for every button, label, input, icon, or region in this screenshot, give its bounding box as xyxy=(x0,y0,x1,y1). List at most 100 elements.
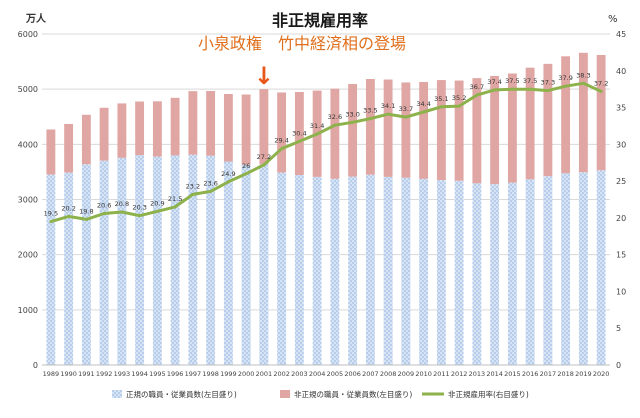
bar-regular xyxy=(490,184,500,365)
bar-regular xyxy=(188,154,198,365)
annotation-arrow-glyph: ↓ xyxy=(254,62,274,90)
rate-data-label: 37.9 xyxy=(558,74,572,82)
rate-point xyxy=(333,123,337,127)
bar-regular xyxy=(259,164,269,365)
bar-non-regular xyxy=(99,107,109,161)
left-tick-label: 3000 xyxy=(18,196,38,205)
right-tick-label: 40 xyxy=(616,67,626,76)
bar-non-regular xyxy=(46,129,56,175)
bar-regular xyxy=(472,183,482,365)
bar-non-regular xyxy=(561,56,571,174)
bar-regular xyxy=(383,176,393,365)
bar-regular xyxy=(46,174,56,365)
rate-point xyxy=(102,211,106,215)
rate-point xyxy=(280,147,284,151)
bar-non-regular xyxy=(117,103,127,158)
right-tick-label: 45 xyxy=(616,30,626,39)
rate-data-label: 24.9 xyxy=(221,170,235,178)
annotation-arrow: ↓ xyxy=(254,62,274,90)
x-tick-label: 1994 xyxy=(131,370,148,378)
rate-data-label: 20.6 xyxy=(97,201,111,209)
bar-regular xyxy=(206,155,216,365)
bar-non-regular xyxy=(64,123,74,173)
bar-regular xyxy=(81,164,91,365)
rate-point xyxy=(368,117,372,121)
x-tick-label: 2007 xyxy=(362,370,379,378)
x-tick-label: 2010 xyxy=(415,370,432,378)
rate-data-label: 37.3 xyxy=(541,79,555,87)
rate-data-label: 27.2 xyxy=(257,153,271,161)
rate-point xyxy=(191,192,195,196)
legend-label: 正規の職員・従業員数(左目盛り) xyxy=(126,389,237,399)
bar-regular xyxy=(135,155,145,365)
rate-point xyxy=(386,112,390,116)
x-tick-label: 2020 xyxy=(593,370,610,378)
rate-point xyxy=(173,205,177,209)
rate-point xyxy=(404,115,408,119)
rate-point xyxy=(49,220,53,224)
rate-point xyxy=(351,120,355,124)
bar-non-regular xyxy=(490,75,500,185)
right-tick-label: 0 xyxy=(616,361,621,370)
x-tick-label: 2000 xyxy=(238,370,255,378)
bar-regular xyxy=(277,172,287,365)
rate-data-label: 31.4 xyxy=(310,122,324,130)
rate-line xyxy=(50,81,602,224)
rate-point xyxy=(493,88,497,92)
bar-non-regular xyxy=(419,81,429,179)
rate-point xyxy=(599,89,603,93)
rate-data-label: 29.4 xyxy=(274,137,288,145)
x-tick-label: 1991 xyxy=(78,370,95,378)
bar-non-regular xyxy=(401,82,411,178)
right-tick-label: 15 xyxy=(616,251,626,260)
x-tick-label: 2003 xyxy=(291,370,308,378)
bar-regular xyxy=(99,160,109,365)
legend: 正規の職員・従業員数(左目盛り) 非正規の職員・従業員数(左目盛り) 非正規雇用率(… xyxy=(112,389,529,399)
x-tick-label: 1990 xyxy=(60,370,77,378)
rate-point xyxy=(262,163,266,167)
x-tick-label: 2008 xyxy=(380,370,397,378)
rate-data-label: 33.5 xyxy=(363,107,377,115)
bar-non-regular xyxy=(81,114,91,165)
bar-non-regular xyxy=(507,73,517,183)
bar-regular xyxy=(152,156,162,365)
bar-non-regular xyxy=(330,88,340,179)
left-tick-label: 0 xyxy=(33,361,38,370)
legend-swatch xyxy=(280,390,290,398)
rate-point xyxy=(244,172,248,176)
bar-regular xyxy=(436,180,446,365)
x-tick-label: 2019 xyxy=(575,370,592,378)
bar-non-regular xyxy=(365,79,375,175)
x-tick-label: 1999 xyxy=(220,370,237,378)
rate-point xyxy=(67,214,71,218)
bar-non-regular xyxy=(383,79,393,177)
x-tick-label: 2016 xyxy=(522,370,539,378)
bar-regular xyxy=(419,178,429,365)
x-tick-label: 2004 xyxy=(309,370,326,378)
rate-data-label: 37.5 xyxy=(505,77,519,85)
rate-point xyxy=(120,210,124,214)
rate-data-label: 23.2 xyxy=(186,182,200,190)
rate-point xyxy=(315,132,319,136)
rate-point xyxy=(209,189,213,193)
rate-data-label: 19.5 xyxy=(44,210,58,218)
right-tick-label: 30 xyxy=(616,140,626,149)
bar-non-regular xyxy=(206,90,216,156)
x-tick-label: 1995 xyxy=(149,370,166,378)
x-tick-label: 2013 xyxy=(469,370,486,378)
x-tick-label: 2001 xyxy=(256,370,273,378)
rate-data-label: 36.7 xyxy=(470,83,484,91)
right-tick-label: 5 xyxy=(616,324,621,333)
rate-point xyxy=(581,81,585,85)
rate-data-label: 21.5 xyxy=(168,195,182,203)
bar-regular xyxy=(170,155,180,365)
rate-data-label: 34.1 xyxy=(381,102,395,110)
legend-swatch xyxy=(112,390,122,398)
rate-data-label: 20.2 xyxy=(61,204,75,212)
rate-data-label: 37.2 xyxy=(594,79,608,87)
rate-point xyxy=(138,214,142,218)
bar-regular xyxy=(578,172,588,365)
rate-point xyxy=(155,209,159,213)
bar-non-regular xyxy=(223,93,233,162)
bar-regular xyxy=(454,180,464,365)
